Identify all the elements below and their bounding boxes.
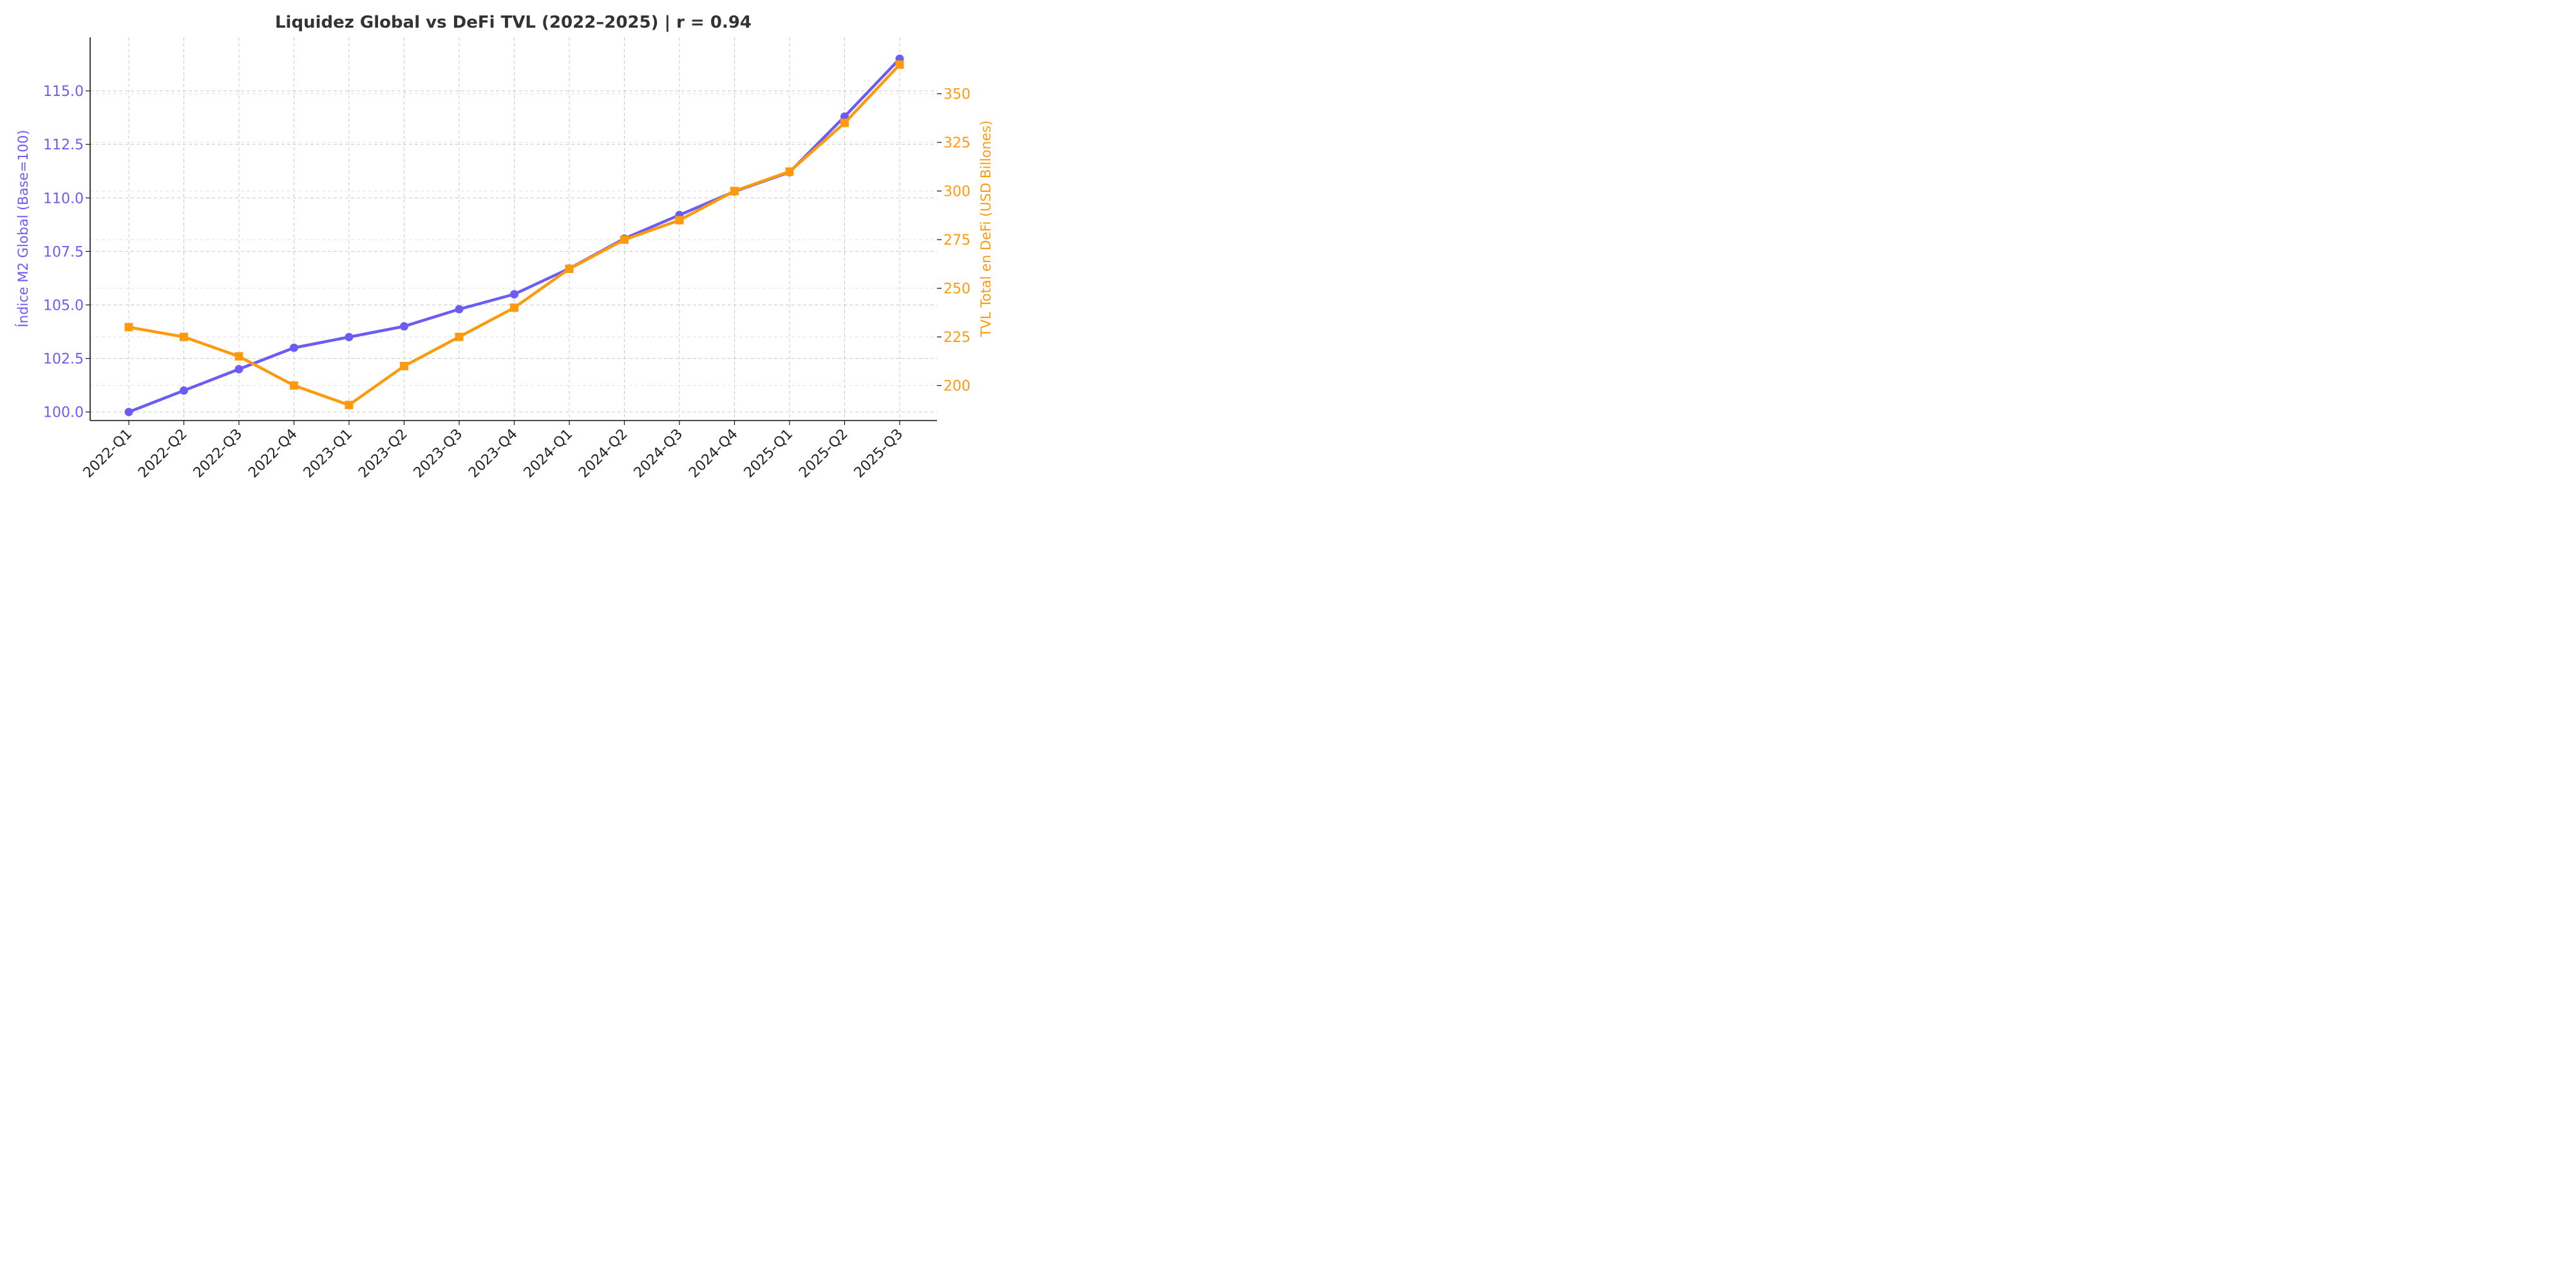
y-right-axis-label: TVL Total en DeFi (USD Billones) [978,120,994,337]
x-tick-label: 2024-Q2 [576,426,631,482]
x-tick-label: 2023-Q2 [355,426,411,482]
y-left-tick-label: 105.0 [43,298,84,314]
tvl-data-point [400,361,408,370]
tvl-data-point [730,187,739,196]
y-right-tick-label: 250 [943,281,971,298]
tvl-data-point [840,118,849,128]
x-tick-label: 2024-Q3 [631,426,687,482]
axes-layer [90,37,937,421]
tvl-data-point [124,323,133,332]
y-right-tick-label: 325 [943,135,971,151]
x-tick-label: 2024-Q1 [521,426,576,482]
y-left-axis-label: Índice M2 Global (Base=100) [15,130,31,328]
m2-data-point [400,322,408,331]
series-layer [124,54,904,417]
x-tick-label: 2022-Q4 [245,426,301,482]
m2-data-point [290,343,298,352]
x-tick-label: 2022-Q2 [135,426,191,482]
y-right-tick-label: 275 [943,232,971,249]
x-tick-label: 2025-Q3 [851,426,907,482]
tvl-data-point [675,216,684,225]
tvl-data-point [785,167,794,176]
y-left-tick-label: 102.5 [43,352,84,368]
tvl-data-point [234,352,243,361]
x-tick-label: 2023-Q3 [411,426,466,482]
y-right-tick-label: 300 [943,184,971,200]
y-left-tick-label: 115.0 [43,84,84,100]
grid-layer [90,37,937,421]
m2-data-point [345,332,354,341]
chart: Liquidez Global vs DeFi TVL (2022–2025) … [0,0,1007,503]
y-right-tick-label: 225 [943,330,971,346]
m2-data-point [234,365,243,374]
tvl-data-point [510,303,518,312]
x-tick-label: 2023-Q4 [466,426,521,482]
x-tick-label: 2025-Q2 [796,426,851,482]
tvl-data-point [180,332,188,341]
ticks-layer: 100.0 102.5 105.0 107.5 110.0 112.5 115.0 200 22… [43,84,971,481]
y-left-tick-label: 110.0 [43,191,84,207]
chart-svg: Liquidez Global vs DeFi TVL (2022–2025) … [15,13,994,481]
x-tick-label: 2025-Q1 [741,426,797,482]
y-left-tick-label: 112.5 [43,137,84,153]
y-right-tick-label: 350 [943,87,971,103]
m2-data-point [180,386,188,395]
tvl-data-point [345,401,354,410]
chart-title: Liquidez Global vs DeFi TVL (2022–2025) … [275,13,752,32]
tvl-data-point [565,264,574,273]
m2-data-point [510,290,518,299]
tvl-data-point [620,235,629,244]
x-tick-label: 2022-Q1 [80,426,136,482]
tvl-data-point [455,332,464,341]
y-left-tick-label: 107.5 [43,244,84,260]
y-left-tick-label: 100.0 [43,405,84,421]
m2-data-point [124,408,133,417]
m2-data-point [455,305,464,314]
tvl-data-point [290,381,298,390]
x-tick-label: 2024-Q4 [686,426,741,482]
x-tick-label: 2023-Q1 [301,426,356,482]
tvl-data-point [895,60,904,69]
y-right-tick-label: 200 [943,379,971,395]
x-tick-label: 2022-Q3 [191,426,246,482]
